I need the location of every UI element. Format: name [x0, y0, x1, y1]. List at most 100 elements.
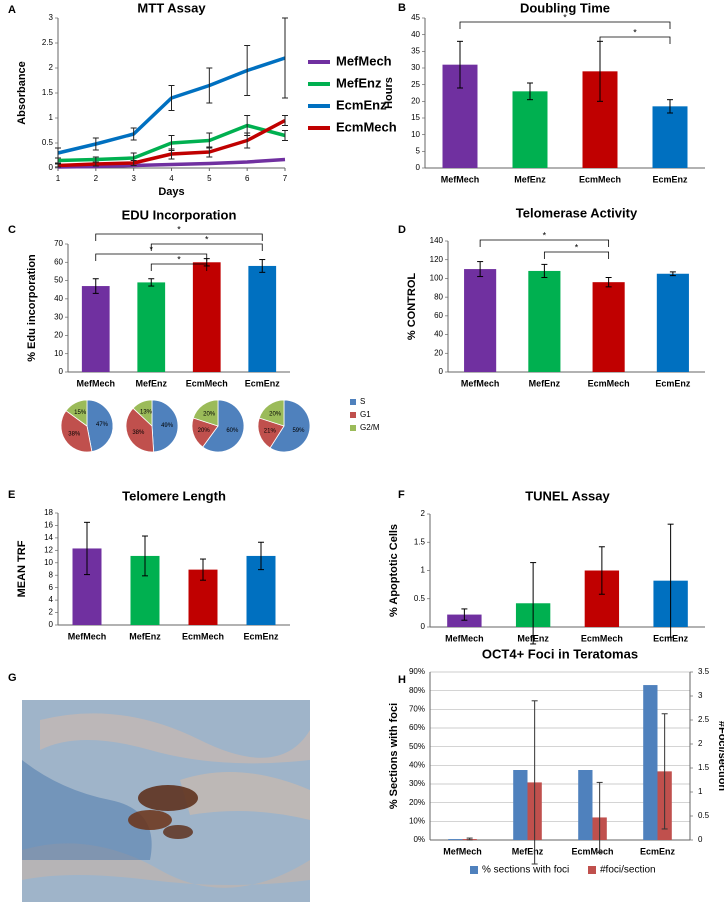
legend-swatch — [470, 866, 478, 874]
significance-label: * — [149, 244, 153, 254]
chart-title: EDU Incorporation — [122, 207, 237, 222]
y-axis-label: % CONTROL — [406, 273, 418, 341]
significance-label: * — [563, 12, 567, 22]
legend-label: EcmEnz — [336, 97, 387, 112]
y-tick-label: 25 — [411, 80, 420, 89]
y-tick-label: 70 — [54, 239, 63, 248]
panel-letter: H — [398, 674, 406, 686]
slice-label: 21% — [264, 429, 277, 435]
y-tick-label: 18 — [44, 508, 53, 517]
chart-title: Telomerase Activity — [516, 205, 638, 220]
y-tick-label: 15 — [411, 113, 420, 122]
y-tick-label: 5 — [416, 146, 421, 155]
pie-slice — [132, 399, 153, 427]
y-tick-label: 30 — [54, 312, 63, 321]
y-tick-label: 0 — [49, 163, 54, 172]
panel-letter: A — [8, 4, 16, 16]
y-tick-label: 140 — [430, 236, 444, 245]
x-tick-label: MefMech — [443, 846, 482, 856]
y-tick-label: 0 — [59, 367, 64, 376]
y-tick-label: 2 — [421, 509, 426, 518]
x-tick-label: EcmMech — [186, 378, 228, 388]
y-tick-label: 10 — [411, 130, 420, 139]
bar — [528, 270, 561, 372]
y2-tick-label: 0 — [698, 835, 703, 844]
y-tick-label: 10 — [44, 558, 53, 567]
panel-letter: E — [8, 489, 15, 501]
y-tick-label: 0 — [421, 622, 426, 631]
x-tick-label: EcmMech — [579, 174, 621, 184]
y2-axis-label: #Foci/section — [716, 721, 724, 792]
x-axis-label: Days — [158, 186, 184, 198]
y-tick-label: 40 — [434, 330, 443, 339]
significance-label: * — [205, 234, 209, 244]
y-tick-label: 30% — [409, 779, 425, 788]
y-tick-label: 60% — [409, 723, 425, 732]
x-tick-label: 5 — [207, 174, 212, 183]
y-tick-label: 40 — [411, 30, 420, 39]
bar — [81, 286, 110, 372]
significance-bracket — [95, 253, 208, 261]
x-tick-label: MefEnz — [136, 378, 168, 388]
x-tick-label: MefMech — [441, 174, 480, 184]
legend-label: EcmMech — [336, 119, 397, 134]
legend-swatch — [588, 866, 596, 874]
micrograph — [22, 700, 310, 902]
y-tick-label: 1.5 — [42, 88, 54, 97]
y-tick-label: 45 — [411, 13, 420, 22]
slice-label: 59% — [292, 428, 305, 434]
y-tick-label: 16 — [44, 521, 53, 530]
bar — [656, 273, 689, 372]
significance-label: * — [177, 254, 181, 264]
x-tick-label: MefMech — [445, 633, 484, 643]
chart-title: MTT Assay — [137, 0, 206, 15]
pie-slice — [258, 399, 285, 427]
pie-slice — [60, 410, 93, 453]
slice-label: 38% — [132, 430, 145, 436]
bar — [513, 770, 528, 840]
chart-title: TUNEL Assay — [525, 488, 610, 503]
x-tick-label: MefEnz — [529, 378, 561, 388]
legend-swatch — [350, 399, 356, 405]
bar — [137, 282, 166, 372]
chart-title: Telomere Length — [122, 488, 226, 503]
y-tick-label: 6 — [49, 583, 54, 592]
y2-tick-label: 3 — [698, 691, 703, 700]
x-tick-label: EcmMech — [581, 633, 623, 643]
y-tick-label: 60 — [54, 257, 63, 266]
panel-letter: F — [398, 489, 405, 501]
bar — [248, 265, 277, 372]
legend-swatch — [350, 412, 356, 418]
y-axis-label: MEAN TRF — [16, 540, 28, 597]
x-tick-label: EcmMech — [588, 378, 630, 388]
y-tick-label: 20 — [54, 331, 63, 340]
y-tick-label: 14 — [44, 533, 53, 542]
x-tick-label: MefEnz — [514, 174, 546, 184]
slice-label: 13% — [140, 410, 153, 416]
y-tick-label: 2 — [49, 608, 54, 617]
pie-slice — [86, 399, 114, 453]
y-tick-label: 40 — [54, 294, 63, 303]
legend-label: S — [360, 397, 365, 406]
pie-slice — [202, 399, 245, 453]
pie-slice — [269, 399, 311, 453]
y-tick-label: 60 — [434, 311, 443, 320]
x-tick-label: 4 — [169, 174, 174, 183]
bar — [447, 614, 482, 627]
legend-swatch — [350, 425, 356, 431]
panel-letter: B — [398, 2, 406, 14]
x-tick-label: MefMech — [68, 631, 107, 641]
y-tick-label: 0 — [416, 163, 421, 172]
x-tick-label: EcmMech — [182, 631, 224, 641]
x-tick-label: 7 — [283, 174, 288, 183]
x-tick-label: EcmEnz — [640, 846, 676, 856]
y2-tick-label: 1.5 — [698, 763, 710, 772]
y2-tick-label: 1 — [698, 787, 703, 796]
slice-label: 20% — [198, 428, 211, 434]
y-tick-label: 12 — [44, 545, 53, 554]
legend-label: MefMech — [336, 53, 392, 68]
pie-slice — [257, 417, 285, 449]
x-tick-label: EcmMech — [571, 846, 613, 856]
x-tick-label: EcmEnz — [653, 633, 689, 643]
